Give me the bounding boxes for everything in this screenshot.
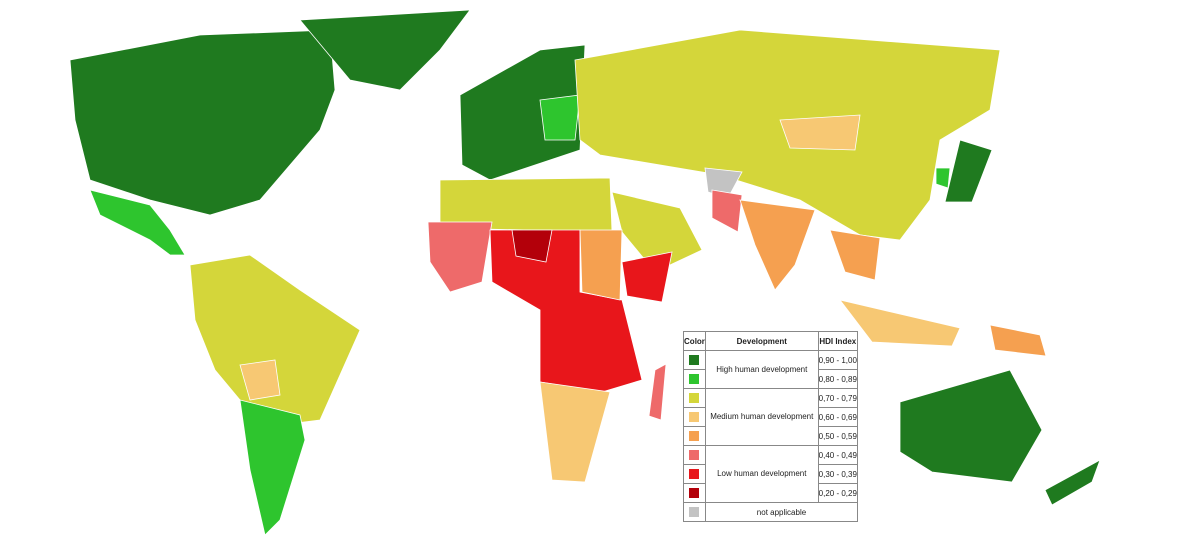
hdi-range: 0,40 - 0,49: [817, 445, 859, 465]
hdi-range: 0,80 - 0,89: [817, 369, 859, 389]
west-africa: [427, 221, 493, 293]
swatch: [689, 374, 700, 384]
color-cell: [683, 445, 706, 465]
not-applicable-label: not applicable: [704, 502, 859, 522]
japan: [944, 139, 993, 203]
hdi-range: 0,70 - 0,79: [817, 388, 859, 408]
legend-row: Medium human development 0,70 - 0,79: [683, 388, 859, 446]
color-cell: [683, 350, 706, 370]
central-africa: [489, 229, 643, 393]
header: Color: [683, 331, 706, 351]
color-cell: [683, 369, 706, 389]
legend-row: Low human development 0,40 - 0,49: [683, 445, 859, 503]
legend-row: High human development 0,90 - 1,00: [683, 350, 859, 389]
india: [739, 199, 816, 291]
legend-header: Color Development HDI Index: [683, 331, 859, 351]
color-cell: [683, 502, 706, 522]
swatch: [689, 507, 700, 517]
legend-row: 0,20 - 0,29: [683, 483, 859, 503]
ethiopia: [621, 251, 673, 303]
swatch: [689, 469, 700, 479]
swatch: [689, 355, 700, 365]
hdi-range: 0,50 - 0,59: [817, 426, 859, 446]
south-korea: [935, 167, 951, 189]
development-label: High human development: [704, 350, 819, 389]
swatch: [689, 450, 700, 460]
new-zealand: [1044, 459, 1101, 506]
color-cell: [683, 388, 706, 408]
madagascar: [648, 363, 667, 421]
hdi-range: 0,90 - 1,00: [817, 350, 859, 370]
europe: [459, 44, 586, 181]
header: HDI Index: [817, 331, 859, 351]
swatch: [689, 393, 700, 403]
mongolia: [779, 114, 861, 151]
arabia: [611, 191, 703, 273]
south-america: [189, 254, 361, 426]
australia: [899, 369, 1043, 483]
legend-table: Color Development HDI Index High human d…: [683, 331, 859, 522]
legend-row: 0,50 - 0,59: [683, 426, 859, 446]
greenland: [299, 9, 471, 91]
legend-row: 0,80 - 0,89: [683, 369, 859, 389]
argentina: [239, 399, 306, 536]
legend-row: not applicable: [683, 502, 859, 522]
indonesia: [839, 299, 961, 347]
legend-row: 0,60 - 0,69: [683, 407, 859, 427]
bolivia: [239, 359, 281, 401]
swatch: [689, 431, 700, 441]
pakistan: [711, 189, 743, 233]
north-america: [69, 29, 336, 216]
color-cell: [683, 407, 706, 427]
hdi-range: 0,20 - 0,29: [817, 483, 859, 503]
color-cell: [683, 426, 706, 446]
swatch: [689, 488, 700, 498]
hdi-range: 0,30 - 0,39: [817, 464, 859, 484]
se-asia: [829, 229, 881, 281]
hdi-range: 0,60 - 0,69: [817, 407, 859, 427]
central-america: [89, 189, 186, 256]
papua-new-guinea: [989, 324, 1047, 357]
development-label: Low human development: [704, 445, 819, 503]
southern-africa: [539, 381, 611, 483]
header: Development: [704, 331, 819, 351]
color-cell: [683, 483, 706, 503]
sudan: [579, 229, 623, 301]
niger: [511, 229, 553, 263]
development-label: Medium human development: [704, 388, 819, 446]
swatch: [689, 412, 700, 422]
eastern-europe: [539, 94, 581, 141]
color-cell: [683, 464, 706, 484]
